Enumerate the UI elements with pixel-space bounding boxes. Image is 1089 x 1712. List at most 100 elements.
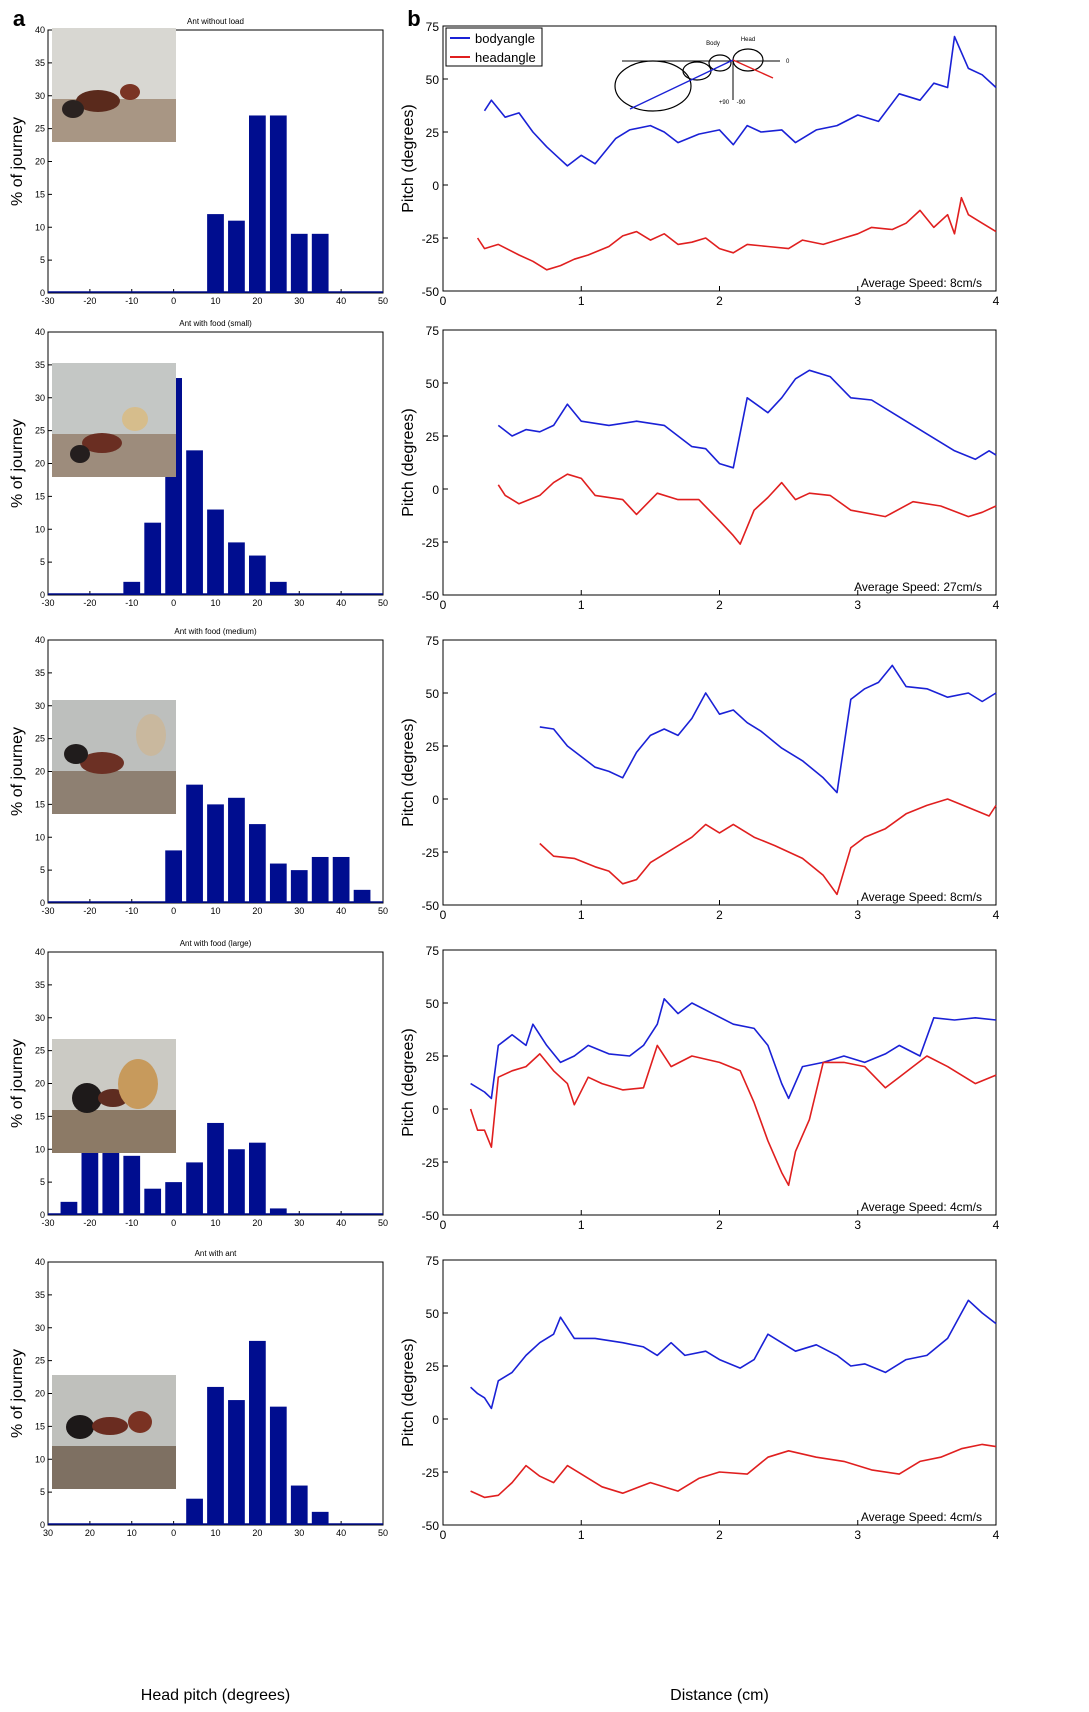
line-xtick-label: 4: [993, 294, 1000, 308]
series-headangle: [497, 473, 997, 545]
line-ytick-label: 0: [432, 1413, 439, 1427]
hist-xtick-label: -10: [125, 296, 138, 306]
hist-bar: [144, 522, 162, 595]
hist-ytick-label: 0: [40, 288, 45, 298]
hist-xtick-label: 40: [336, 1218, 346, 1228]
hist-ytick-label: 15: [35, 1111, 45, 1121]
hist-ytick-label: 25: [35, 1046, 45, 1056]
line-ytick-label: 0: [432, 179, 439, 193]
line-frame-1: [442, 25, 997, 292]
line-ytick-label: -50: [422, 1209, 440, 1223]
hist-xtick-label: 40: [336, 598, 346, 608]
hist-title-5: Ant with ant: [195, 1249, 238, 1258]
legend-label-body: bodyangle: [475, 31, 535, 46]
hist-bar: [249, 555, 266, 595]
hist-ytick-label: 20: [35, 1079, 45, 1089]
line-ytick-label: -25: [422, 536, 440, 550]
hist-bar: [123, 581, 141, 595]
line-xtick-label: 2: [716, 1218, 723, 1232]
line-xtick-label: 3: [854, 294, 861, 308]
hist-bar: [353, 889, 371, 903]
hist-xtick-label: 10: [210, 1218, 220, 1228]
ant-photo-4: [52, 1039, 176, 1153]
line-ylabel-3: Pitch (degrees): [400, 718, 417, 827]
hist-ytick-label: 40: [35, 1257, 45, 1267]
line-xtick-label: 3: [854, 1528, 861, 1542]
hist-xtick-label: 0: [171, 598, 176, 608]
ant-photo-2: [52, 363, 176, 477]
hist-ytick-label: 0: [40, 898, 45, 908]
line-ytick-label: 25: [426, 1360, 440, 1374]
hist-xtick-label: 20: [85, 1528, 95, 1538]
line-ytick-label: 50: [426, 997, 440, 1011]
inset-label-m90: -90: [737, 100, 746, 106]
line-xtick-label: 1: [578, 1218, 585, 1232]
line-xtick-label: 1: [578, 908, 585, 922]
inset-gaster: [614, 60, 692, 112]
hist-ytick-label: 5: [40, 1487, 45, 1497]
hist-xtick-label: 20: [252, 906, 262, 916]
hist-xtick-label: 10: [210, 296, 220, 306]
hist-xtick-label: 20: [252, 1528, 262, 1538]
hist-ytick-label: 5: [40, 865, 45, 875]
inset-label-head: Head: [741, 37, 755, 43]
hist-ytick-label: 5: [40, 1177, 45, 1187]
line-ytick-label: 25: [426, 740, 440, 754]
line-ylabel-4: Pitch (degrees): [400, 1028, 417, 1137]
series-headangle: [470, 1443, 997, 1499]
hist-bar: [207, 804, 224, 903]
hist-ytick-label: 30: [35, 701, 45, 711]
series-headangle: [469, 1044, 997, 1187]
hist-bar: [207, 1122, 224, 1215]
hist-xtick-label: -30: [41, 906, 54, 916]
line-xtick-label: 2: [716, 294, 723, 308]
line-ytick-label: -25: [422, 1466, 440, 1480]
hist-ylabel-3: % of journey: [9, 727, 26, 816]
hist-bar: [228, 220, 245, 293]
line-ytick-label: 25: [426, 1050, 440, 1064]
hist-ytick-label: 15: [35, 491, 45, 501]
hist-xtick-label: 0: [171, 1528, 176, 1538]
hist-bar: [186, 1162, 203, 1215]
hist-bar: [207, 509, 224, 595]
legend-label-head: headangle: [475, 50, 536, 65]
line-xlabel: Distance (cm): [670, 1687, 769, 1704]
hist-xlabel: Head pitch (degrees): [141, 1687, 290, 1704]
hist-ytick-label: 0: [40, 590, 45, 600]
panel-label-a: a: [13, 6, 26, 31]
line-xtick-label: 0: [440, 1528, 447, 1542]
hist-ytick-label: 35: [35, 980, 45, 990]
series-bodyangle: [497, 369, 997, 469]
hist-ytick-label: 30: [35, 1013, 45, 1023]
hist-xtick-label: 20: [252, 598, 262, 608]
hist-bar: [186, 1498, 203, 1525]
line-xtick-label: 3: [854, 908, 861, 922]
hist-title-4: Ant with food (large): [180, 939, 252, 948]
hist-xtick-label: -30: [41, 598, 54, 608]
hist-ytick-label: 40: [35, 327, 45, 337]
line-xtick-label: 2: [716, 598, 723, 612]
line-ylabel-2: Pitch (degrees): [400, 408, 417, 517]
hist-bar: [60, 1201, 78, 1215]
hist-xtick-label: 30: [43, 1528, 53, 1538]
hist-title-2: Ant with food (small): [179, 319, 252, 328]
line-ytick-label: 75: [426, 634, 440, 648]
line-xtick-label: 4: [993, 1528, 1000, 1542]
series-headangle: [539, 798, 997, 896]
hist-bar: [269, 115, 287, 293]
hist-ylabel-4: % of journey: [9, 1039, 26, 1128]
series-headangle: [476, 196, 997, 271]
hist-bar: [269, 581, 287, 595]
line-ytick-label: 0: [432, 483, 439, 497]
hist-ytick-label: 25: [35, 1356, 45, 1366]
series-bodyangle: [470, 998, 997, 1100]
hist-ytick-label: 35: [35, 360, 45, 370]
hist-xtick-label: 30: [294, 598, 304, 608]
line-xtick-label: 3: [854, 1218, 861, 1232]
line-ytick-label: 50: [426, 1307, 440, 1321]
panel-label-b: b: [407, 6, 420, 31]
hist-ytick-label: 30: [35, 393, 45, 403]
line-ytick-label: 50: [426, 73, 440, 87]
inset-body-axis: [629, 59, 734, 110]
line-ytick-label: -50: [422, 899, 440, 913]
